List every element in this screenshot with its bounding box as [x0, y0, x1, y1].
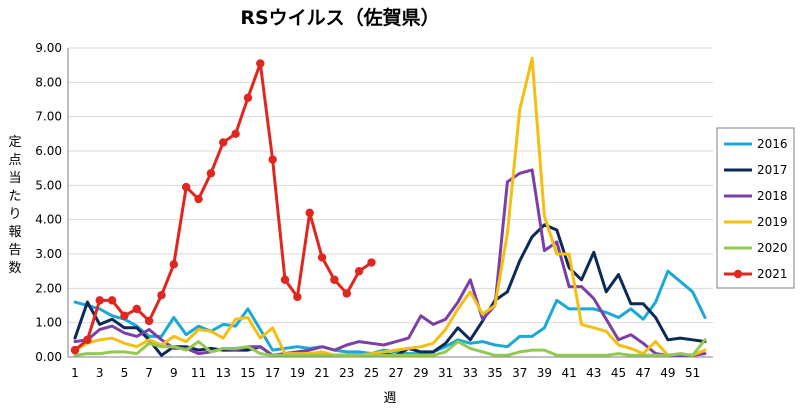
data-point-2021	[144, 316, 154, 326]
data-point-2021	[305, 208, 314, 217]
data-point-2021	[120, 311, 129, 320]
y-axis-label-char: 報	[8, 225, 21, 240]
x-tick-label: 43	[586, 366, 601, 380]
x-tick-label: 39	[537, 366, 552, 380]
legend-label-2016: 2016	[757, 137, 788, 151]
y-axis-label-char: た	[8, 189, 21, 204]
legend-label-2021: 2021	[757, 267, 788, 281]
data-point-2021	[354, 266, 364, 276]
y-tick-label: 8.00	[35, 75, 62, 89]
data-point-2021	[181, 182, 191, 192]
legend-label-2019: 2019	[757, 215, 788, 229]
y-tick-label: 7.00	[35, 110, 62, 124]
y-axis-label-char: 点	[8, 153, 21, 168]
x-tick-label: 1	[71, 366, 79, 380]
data-point-2021	[330, 275, 339, 284]
y-tick-label: 9.00	[35, 41, 62, 55]
legend-marker-2021	[733, 269, 743, 279]
chart-title: RSウイルス（佐賀県）	[240, 6, 439, 29]
x-tick-label: 13	[216, 366, 231, 380]
data-point-2021	[243, 93, 253, 102]
x-tick-label: 33	[463, 366, 478, 380]
data-point-2021	[317, 253, 327, 262]
axes	[67, 48, 713, 358]
x-tick-label: 15	[240, 366, 255, 380]
data-point-2021	[95, 296, 104, 305]
data-point-2021	[206, 169, 216, 178]
y-axis-label-char: り	[8, 207, 21, 222]
data-point-2021	[268, 155, 277, 164]
x-tick-label: 51	[685, 366, 700, 380]
y-tick-label: 0.00	[35, 350, 62, 364]
legend-label-2017: 2017	[757, 163, 788, 177]
x-tick-label: 23	[339, 366, 354, 380]
x-tick-label: 3	[96, 366, 104, 380]
series-line-2018	[73, 168, 707, 357]
y-axis-label-char: 告	[8, 243, 21, 258]
data-point-2021	[256, 59, 265, 68]
data-point-2021	[293, 292, 302, 302]
x-tick-label: 29	[413, 366, 428, 380]
legend-box	[716, 127, 795, 289]
data-point-2021	[194, 194, 203, 204]
data-point-2021	[70, 345, 80, 355]
series-lines	[70, 56, 707, 357]
x-tick-label: 21	[314, 366, 329, 380]
data-point-2021	[107, 296, 117, 305]
gridlines	[68, 47, 713, 324]
y-axis-label-char: 当	[8, 171, 21, 186]
data-point-2021	[132, 304, 141, 314]
data-point-2021	[169, 260, 179, 269]
data-point-2021	[231, 129, 240, 139]
x-tick-label: 37	[512, 366, 527, 380]
series-line-2019	[73, 56, 707, 357]
x-tick-label: 49	[660, 366, 675, 380]
series-line-2021	[73, 61, 373, 352]
x-tick-label: 27	[389, 366, 404, 380]
series-line-2020	[73, 338, 707, 357]
data-point-2021	[342, 289, 351, 298]
data-point-2021	[280, 275, 290, 284]
x-tick-label: 25	[364, 366, 379, 380]
legend-label-2020: 2020	[757, 241, 788, 255]
y-axis-label-char: 定	[8, 135, 21, 150]
legend-label-2018: 2018	[757, 189, 788, 203]
x-tick-label: 35	[487, 366, 502, 380]
x-tick-label: 17	[265, 366, 280, 380]
x-tick-label: 31	[438, 366, 453, 380]
x-tick-label: 9	[170, 366, 178, 380]
y-tick-label: 1.00	[35, 316, 62, 330]
x-axis-label: 週	[383, 391, 396, 406]
y-tick-labels: 0.00 1.00 2.00 3.00 4.00 5.00 6.00 7.00 8.00 9.00	[35, 41, 62, 364]
x-tick-label: 45	[611, 366, 626, 380]
legend: 2016 2017 2018 2019 2020 2021	[724, 137, 788, 281]
data-point-2021	[83, 335, 92, 345]
y-tick-label: 2.00	[35, 281, 62, 295]
data-point-2021	[157, 291, 166, 300]
y-tick-label: 5.00	[35, 178, 62, 192]
x-tick-label: 7	[145, 366, 153, 380]
y-axis-label-char: 数	[8, 261, 21, 276]
y-tick-label: 4.00	[35, 213, 62, 227]
y-tick-label: 6.00	[35, 144, 62, 158]
x-tick-label: 41	[561, 366, 576, 380]
y-tick-label: 3.00	[35, 247, 62, 261]
x-tick-label: 19	[290, 366, 305, 380]
x-tick-labels: 1 3 5 7 9 11 13 15 17 19 21 23 25 27 29 31 33 35 37 39 41 43 4…	[71, 366, 700, 380]
x-tick-label: 11	[191, 366, 206, 380]
x-tick-label: 5	[121, 366, 129, 380]
data-point-2021	[219, 138, 228, 147]
x-tick-label: 47	[636, 366, 651, 380]
data-point-2021	[367, 258, 376, 267]
